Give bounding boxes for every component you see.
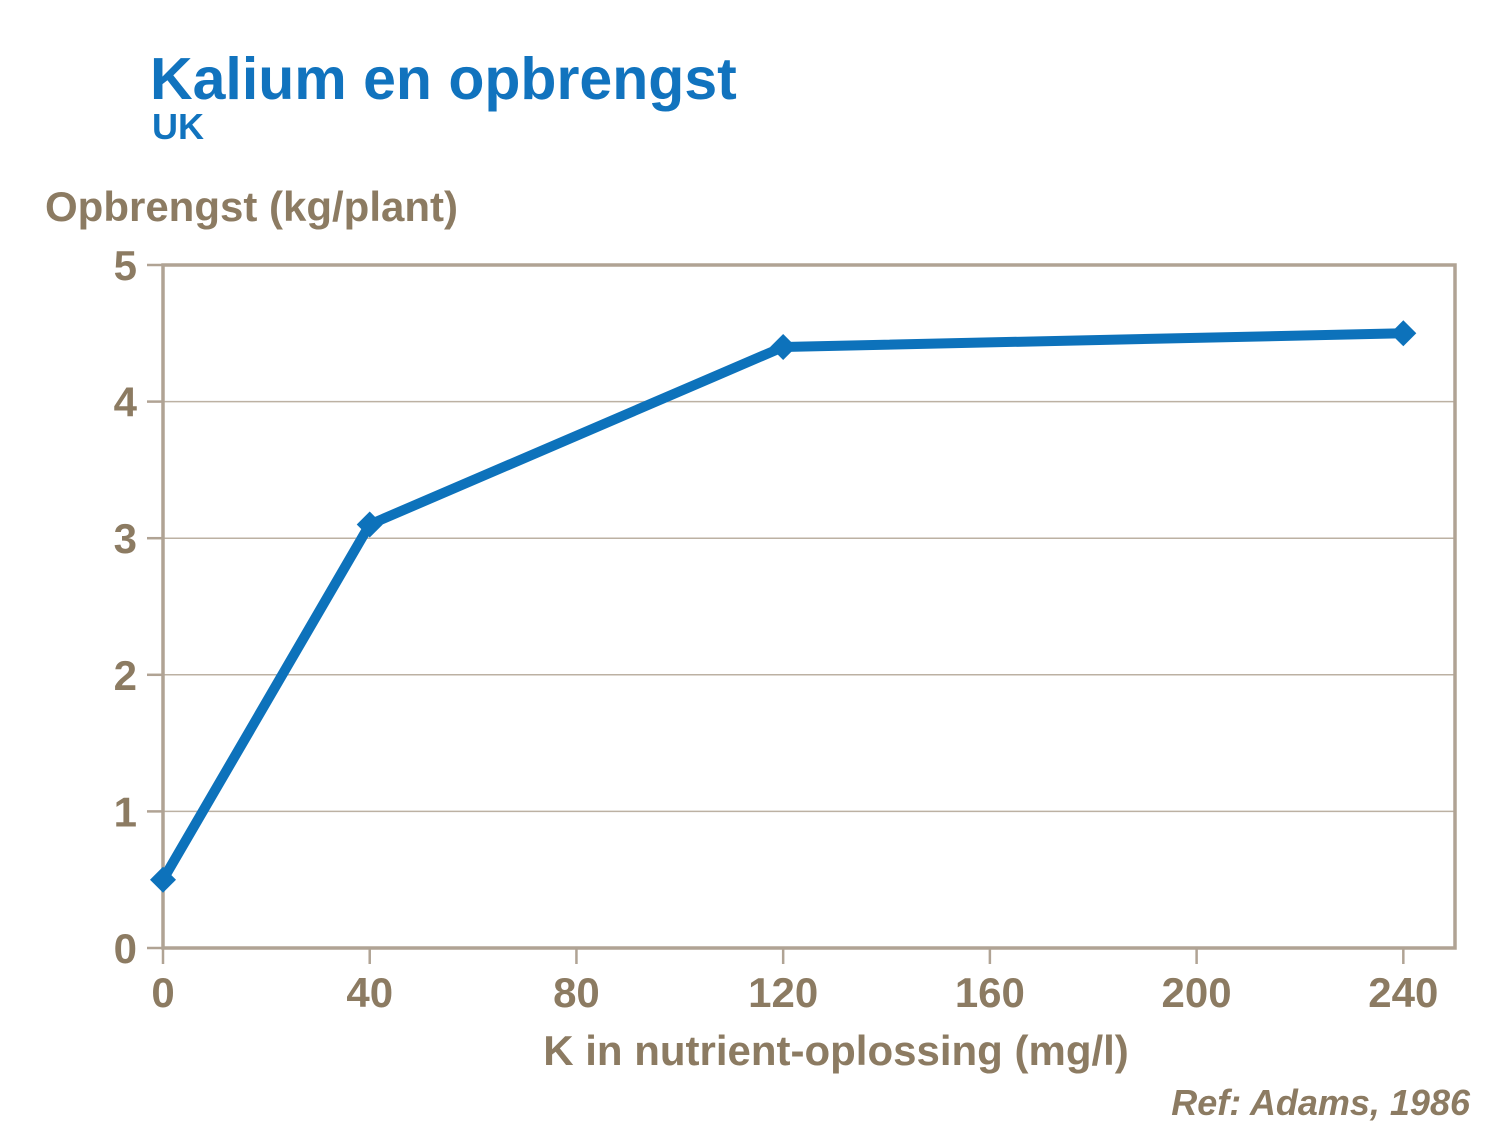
data-point-marker-40 [356, 511, 383, 538]
y-tick-label-1: 1 [114, 788, 137, 835]
series-line [158, 328, 1409, 885]
x-tick-label-40: 40 [346, 969, 393, 1016]
x-tick-label-160: 160 [955, 969, 1025, 1016]
data-point-marker-120 [770, 333, 797, 360]
x-tick-label-240: 240 [1368, 969, 1438, 1016]
y-tick-label-3: 3 [114, 515, 137, 562]
y-tick-label-2: 2 [114, 652, 137, 699]
data-point-marker-240 [1390, 320, 1417, 347]
y-tick-label-4: 4 [114, 379, 138, 426]
x-tick-label-80: 80 [553, 969, 600, 1016]
slide-title: Kalium en opbrengst [150, 46, 737, 112]
x-tick-label-0: 0 [151, 969, 174, 1016]
x-tick-label-120: 120 [748, 969, 818, 1016]
plot-frame [161, 263, 1457, 950]
reference-citation: Ref: Adams, 1986 [1171, 1082, 1470, 1123]
y-tick-label-5: 5 [114, 242, 137, 289]
y-tick-label-0: 0 [114, 925, 137, 972]
y-axis-label: Opbrengst (kg/plant) [45, 183, 458, 230]
x-axis-label: K in nutrient-oplossing (mg/l) [543, 1027, 1129, 1074]
data-point-marker-0 [150, 866, 176, 893]
x-tick-label-200: 200 [1162, 969, 1232, 1016]
slide-subtitle: UK [152, 106, 204, 147]
